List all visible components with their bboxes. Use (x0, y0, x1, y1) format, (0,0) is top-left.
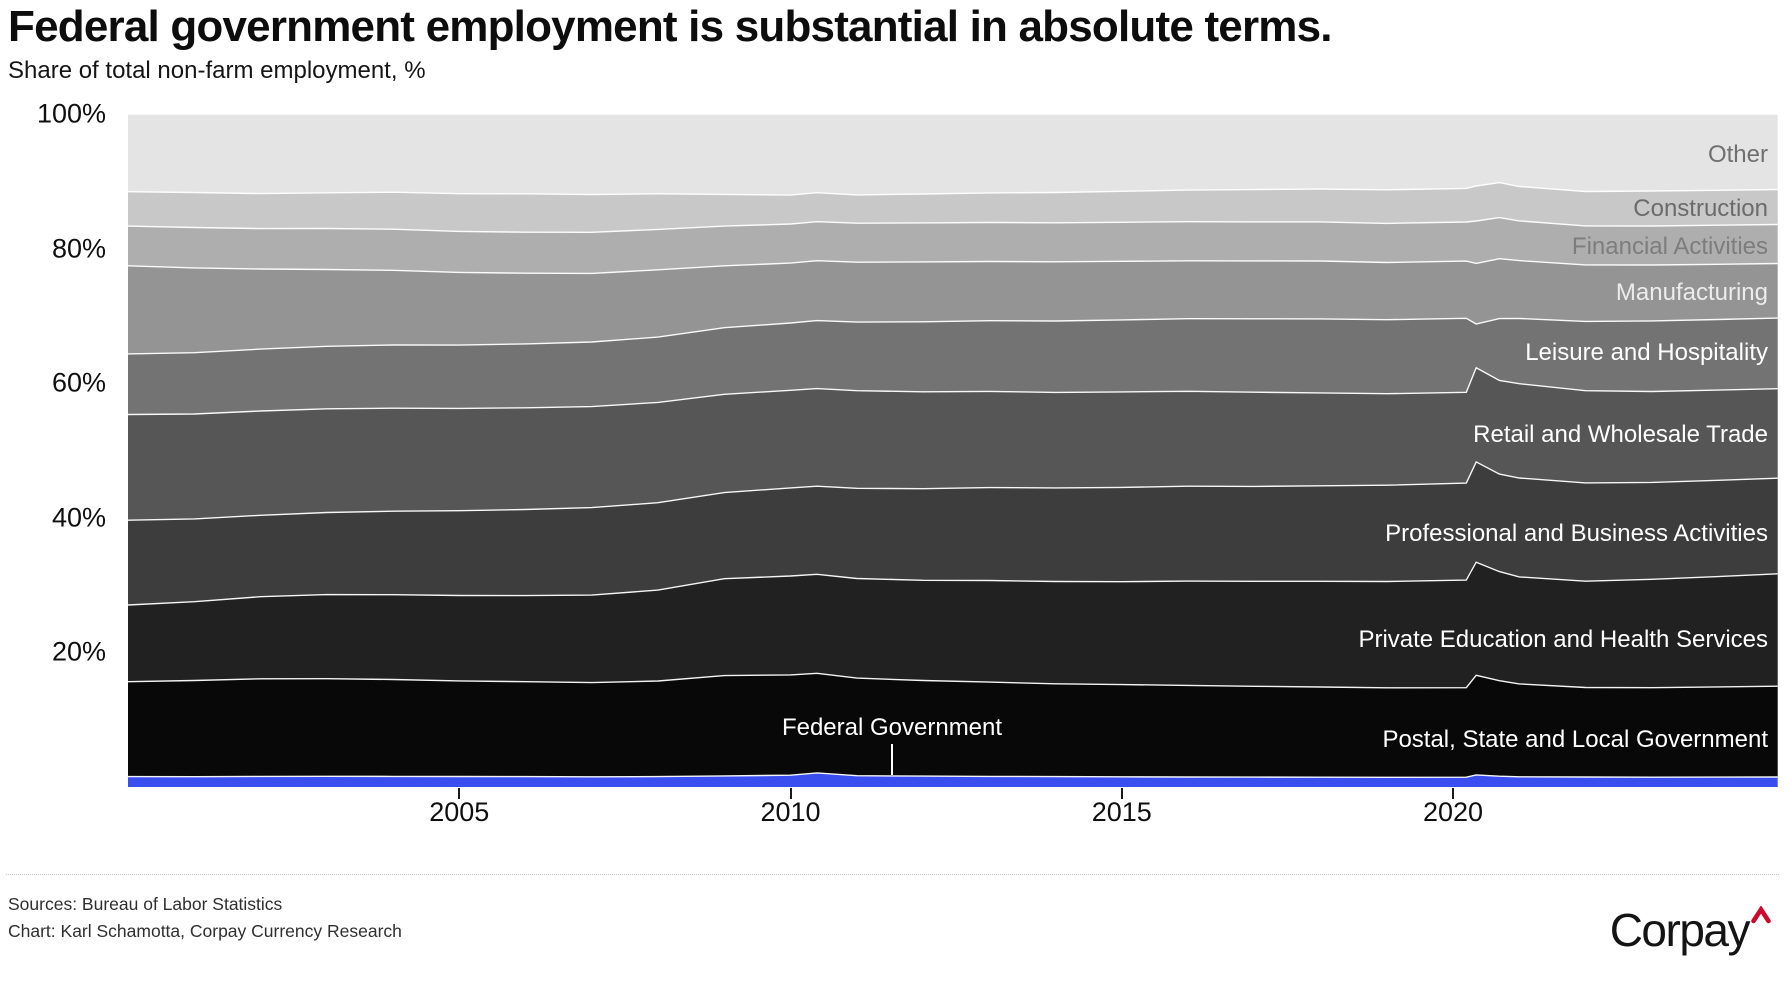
band-label-construction: Construction (1633, 195, 1768, 222)
boundary-line-manufacturing (128, 257, 1778, 275)
corpay-wordmark: Corpay (1609, 904, 1751, 956)
band-label-private_ed_health: Private Education and Health Services (1358, 625, 1768, 653)
boundary-line-professional_business (128, 460, 1778, 521)
y-tick-label-40: 40% (51, 502, 106, 533)
band-manufacturing (128, 258, 1778, 354)
band-label-manufacturing: Manufacturing (1615, 278, 1768, 306)
boundary-line-leisure_hospitality (128, 317, 1778, 355)
x-tick-label-2010: 2010 (760, 797, 821, 827)
band-financial (128, 217, 1778, 274)
page-title: Federal government employment is substan… (8, 2, 1333, 51)
band-professional_business (128, 461, 1778, 605)
band-label-retail_wholesale: Retail and Wholesale Trade (1473, 421, 1768, 449)
x-tick-mark-2010 (789, 788, 792, 799)
footer-divider (6, 874, 1779, 875)
x-tick-mark-2020 (1452, 788, 1455, 799)
x-tick-mark-2005 (458, 788, 461, 799)
band-label-postal_state_local: Postal, State and Local Government (1382, 725, 1768, 753)
y-tick-label-80: 80% (51, 233, 106, 264)
band-label-leisure_hospitality: Leisure and Hospitality (1525, 339, 1768, 367)
y-tick-label-20: 20% (51, 636, 106, 667)
corpay-logo: Corpay (1610, 903, 1771, 957)
area-bands (128, 114, 1778, 787)
boundary-line-postal_state_local (128, 672, 1778, 689)
y-tick-label-60: 60% (51, 367, 106, 398)
boundary-line-construction (128, 181, 1778, 196)
band-retail_wholesale (128, 367, 1778, 521)
federal-government-label: Federal Government (781, 714, 1003, 741)
footer-credit: Chart: Karl Schamotta, Corpay Currency R… (8, 921, 402, 941)
boundary-line-financial (128, 216, 1778, 234)
band-label-financial: Financial Activities (1571, 233, 1768, 261)
x-tick-label-2005: 2005 (429, 797, 490, 827)
band-postal_state_local (128, 673, 1778, 778)
x-tick-mark-2015 (1120, 788, 1123, 799)
federal-label-pointer-line (891, 744, 893, 775)
boundary-line-private_ed_health (128, 561, 1778, 606)
band-label-other: Other (1707, 140, 1768, 168)
band-other (128, 114, 1778, 196)
boundary-line-retail_wholesale (128, 366, 1778, 416)
y-tick-label-100: 100% (36, 98, 106, 129)
x-tick-label-2020: 2020 (1422, 797, 1484, 827)
band-boundary-lines (128, 114, 1778, 778)
boundary-line-federal (128, 772, 1778, 778)
band-leisure_hospitality (128, 318, 1778, 415)
x-tick-label-2015: 2015 (1091, 797, 1152, 827)
band-federal (128, 772, 1778, 787)
band-construction (128, 182, 1778, 233)
chart-subtitle: Share of total non-farm employment, % (8, 57, 426, 84)
footer-sources: Sources: Bureau of Labor Statistics (8, 894, 283, 914)
band-label-professional_business: Professional and Business Activities (1385, 520, 1768, 547)
corpay-caret-icon (1751, 881, 1771, 935)
stacked-area-chart (128, 114, 1778, 787)
band-private_ed_health (128, 562, 1778, 688)
